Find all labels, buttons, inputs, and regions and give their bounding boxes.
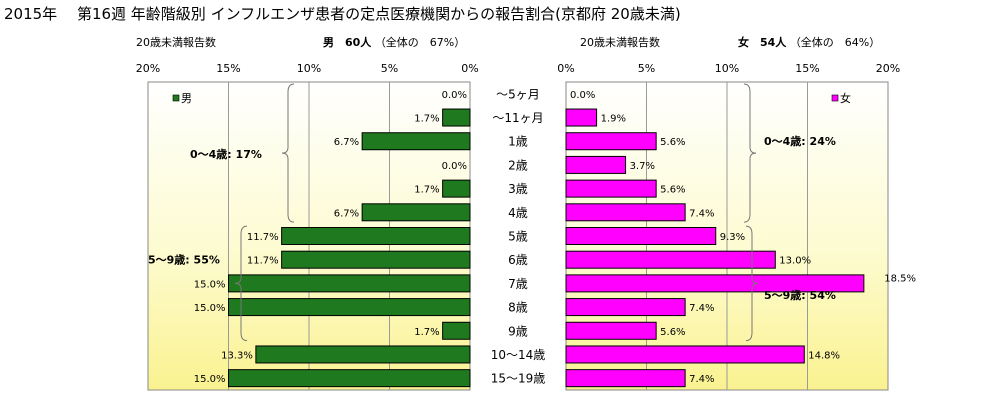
female-bar	[565, 155, 627, 174]
female-bar	[565, 132, 657, 151]
male-header: 男 60人 （全体の 67%）	[323, 34, 465, 50]
male-legend-label: 男	[181, 92, 192, 105]
age-category-label: 2歳	[508, 158, 528, 172]
female-bar	[565, 369, 686, 388]
female-bracket-5-9-label: 5～9歳: 54%	[764, 288, 836, 302]
male-data-label: 0.0%	[442, 90, 467, 101]
female-tick-label: 5%	[638, 62, 655, 75]
female-data-label: 1.9%	[601, 114, 626, 125]
male-bar	[442, 108, 471, 127]
age-category-label: 15～19歳	[491, 372, 546, 386]
male-tick-label: 10%	[297, 62, 321, 75]
male-data-label: 15.0%	[194, 279, 226, 290]
male-bar	[255, 345, 471, 364]
male-bar	[281, 227, 471, 245]
female-data-label: 18.5%	[884, 273, 916, 284]
female-data-label: 5.6%	[660, 327, 685, 338]
male-count-label: 20歳未満報告数	[136, 36, 216, 49]
female-bar	[565, 274, 865, 293]
male-tick-label: 0%	[461, 62, 478, 75]
age-category-label: 7歳	[508, 277, 528, 291]
female-count-label: 20歳未満報告数	[580, 36, 660, 49]
female-bracket-0-4	[743, 83, 757, 223]
female-data-label: 9.3%	[720, 232, 745, 243]
age-category-label: 5歳	[508, 230, 528, 244]
male-bar	[442, 321, 471, 340]
male-total: 男 60人	[323, 36, 372, 49]
age-category-label: ～11ヶ月	[492, 111, 543, 125]
male-bar	[361, 203, 471, 222]
female-legend-swatch	[831, 94, 839, 102]
female-bar	[565, 108, 598, 127]
female-bar	[565, 298, 686, 317]
female-bar	[565, 203, 686, 222]
male-bar	[361, 132, 471, 151]
male-bar	[228, 274, 471, 293]
male-data-label: 0.0%	[442, 161, 467, 172]
female-total: 女 54人	[738, 36, 787, 49]
female-data-label: 7.4%	[689, 303, 714, 314]
male-data-label: 13.3%	[221, 350, 253, 361]
age-category-label: 9歳	[508, 324, 528, 338]
male-tick-label: 15%	[216, 62, 240, 75]
age-category-label: 1歳	[508, 135, 528, 149]
female-data-label: 5.6%	[660, 137, 685, 148]
male-tick-label: 5%	[381, 62, 398, 75]
age-category-label: 10～14歳	[491, 348, 546, 362]
male-data-label: 1.7%	[414, 327, 439, 338]
male-data-label: 11.7%	[247, 232, 279, 243]
female-bar	[565, 179, 657, 198]
female-tick-label: 0%	[557, 62, 574, 75]
male-bracket-5-9	[234, 225, 248, 342]
female-bar	[565, 345, 805, 364]
male-bracket-5-9-label: 5～9歳: 55%	[148, 253, 220, 267]
female-tick-label: 10%	[715, 62, 739, 75]
female-tick-label: 20%	[876, 62, 900, 75]
male-tick-label: 20%	[136, 62, 160, 75]
female-bar	[565, 227, 717, 245]
male-data-label: 6.7%	[334, 208, 359, 219]
age-category-label: 4歳	[508, 206, 528, 220]
female-bar	[565, 250, 776, 269]
female-legend-label: 女	[840, 91, 851, 105]
male-bar	[442, 179, 471, 198]
male-data-label: 15.0%	[194, 374, 226, 385]
male-data-label: 1.7%	[414, 185, 439, 196]
male-bar	[228, 298, 471, 317]
female-bracket-5-9	[745, 225, 759, 342]
female-data-label: 13.0%	[779, 256, 811, 267]
female-data-label: 3.7%	[630, 161, 655, 172]
age-category-label: 3歳	[508, 182, 528, 196]
female-header: 女 54人 （全体の 64%）	[738, 34, 880, 50]
male-data-label: 6.7%	[334, 137, 359, 148]
female-share: （全体の 64%）	[789, 36, 881, 49]
male-data-label: 15.0%	[194, 303, 226, 314]
male-bar	[228, 369, 471, 388]
age-category-label: ～5ヶ月	[496, 87, 540, 101]
chart-title: 2015年 第16週 年齢階級別 インフルエンザ患者の定点医療機関からの報告割合…	[4, 5, 681, 23]
male-share: （全体の 67%）	[374, 36, 466, 49]
female-bracket-0-4-label: 0～4歳: 24%	[764, 134, 836, 148]
female-data-label: 7.4%	[689, 374, 714, 385]
age-category-label: 8歳	[508, 301, 528, 315]
female-bar	[565, 321, 657, 340]
female-data-label: 7.4%	[689, 208, 714, 219]
female-data-label: 14.8%	[808, 350, 840, 361]
male-bar	[281, 250, 471, 269]
female-data-label: 5.6%	[660, 185, 685, 196]
age-category-label: 6歳	[508, 253, 528, 267]
male-data-label: 11.7%	[247, 256, 279, 267]
female-tick-label: 15%	[795, 62, 819, 75]
male-bracket-0-4	[281, 83, 295, 223]
male-bracket-0-4-label: 0～4歳: 17%	[190, 147, 262, 161]
male-legend-swatch	[172, 94, 180, 102]
male-data-label: 1.7%	[414, 114, 439, 125]
female-data-label: 0.0%	[570, 90, 595, 101]
